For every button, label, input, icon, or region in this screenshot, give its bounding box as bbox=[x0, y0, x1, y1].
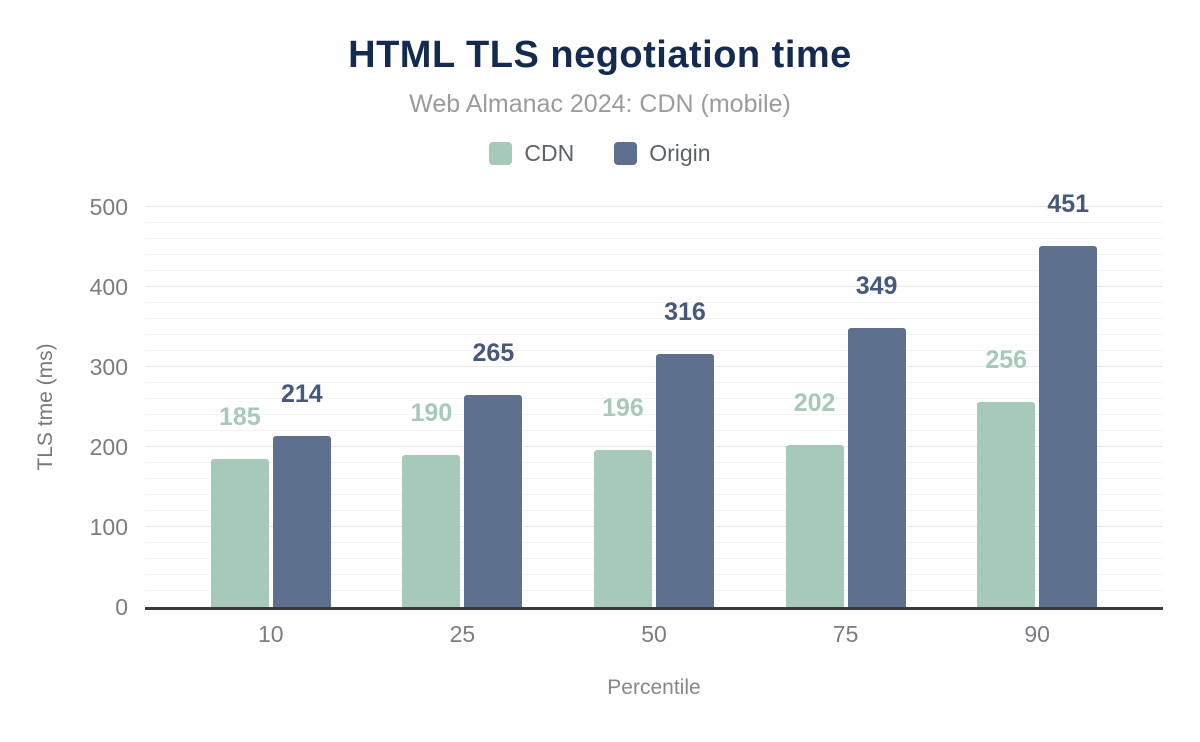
x-axis-ticks: 10 25 50 75 90 bbox=[145, 621, 1163, 648]
bar-value-label: 214 bbox=[280, 380, 323, 408]
x-tick-label: 50 bbox=[641, 621, 667, 647]
gridline-minor bbox=[145, 350, 1163, 351]
bar-origin[interactable] bbox=[1039, 246, 1098, 607]
legend-item-origin[interactable]: Origin bbox=[614, 140, 711, 167]
bar-column-origin: 451 bbox=[1039, 190, 1098, 607]
gridline-minor bbox=[145, 270, 1163, 271]
bar-column-origin: 265 bbox=[464, 339, 523, 607]
bar-column-cdn: 185 bbox=[210, 403, 269, 607]
gridline-minor bbox=[145, 542, 1163, 543]
x-axis-title: Percentile bbox=[607, 676, 701, 699]
bar-value-label: 349 bbox=[855, 272, 898, 300]
bar-origin[interactable] bbox=[272, 436, 331, 607]
gridline-minor bbox=[145, 254, 1163, 255]
gridline-minor bbox=[145, 478, 1163, 479]
bar-groups: 185 214 190 265 196 316 202 349 256 451 bbox=[145, 192, 1163, 607]
bar-value-label: 265 bbox=[472, 339, 515, 367]
gridline-major bbox=[145, 206, 1163, 207]
x-tick-label: 25 bbox=[449, 621, 476, 647]
gridline-minor bbox=[145, 510, 1163, 511]
plot-area: 0 100 200 300 400 500 185 214 190 265 196 316 202 34… bbox=[90, 192, 1163, 647]
bar-column-cdn: 256 bbox=[977, 346, 1036, 607]
gridline-major bbox=[145, 286, 1163, 287]
gridline-minor bbox=[145, 238, 1163, 239]
gridline-minor bbox=[145, 222, 1163, 223]
legend-item-cdn[interactable]: CDN bbox=[489, 140, 574, 167]
y-tick-label: 100 bbox=[89, 514, 128, 540]
bar-group-90: 256 451 bbox=[941, 192, 1133, 607]
y-tick-label: 0 bbox=[115, 594, 128, 620]
gridline-minor bbox=[145, 494, 1163, 495]
bar-cdn[interactable] bbox=[402, 455, 461, 607]
bar-column-origin: 349 bbox=[847, 272, 906, 607]
bar-value-label: 185 bbox=[218, 403, 261, 431]
bar-column-origin: 214 bbox=[272, 380, 331, 607]
chart-subtitle: Web Almanac 2024: CDN (mobile) bbox=[409, 90, 791, 118]
bar-group-75: 202 349 bbox=[750, 207, 942, 607]
legend-label: Origin bbox=[649, 140, 711, 166]
bar-column-cdn: 202 bbox=[785, 389, 844, 607]
gridline-minor bbox=[145, 462, 1163, 463]
gridline-minor bbox=[145, 398, 1163, 399]
x-tick-label: 75 bbox=[832, 621, 859, 647]
bar-column-origin: 316 bbox=[655, 298, 714, 607]
legend-swatch-icon bbox=[614, 142, 638, 165]
gridline-minor bbox=[145, 574, 1163, 575]
gridline-major bbox=[145, 366, 1163, 367]
bar-value-label: 256 bbox=[985, 346, 1028, 374]
legend: CDN Origin bbox=[0, 140, 1200, 167]
bar-origin[interactable] bbox=[464, 395, 523, 607]
bar-group-25: 190 265 bbox=[367, 207, 559, 607]
gridline-minor bbox=[145, 590, 1163, 591]
y-tick-label: 500 bbox=[89, 194, 128, 220]
bar-value-label: 196 bbox=[602, 394, 644, 422]
gridline-minor bbox=[145, 302, 1163, 303]
gridline-minor bbox=[145, 430, 1163, 431]
bar-group-50: 196 316 bbox=[558, 207, 750, 607]
gridline-minor bbox=[145, 414, 1163, 415]
bar-value-label: 451 bbox=[1047, 190, 1090, 218]
gridline-major bbox=[145, 446, 1163, 447]
bar-cdn[interactable] bbox=[210, 459, 269, 607]
bar-origin[interactable] bbox=[655, 354, 714, 607]
y-tick-label: 300 bbox=[89, 354, 128, 380]
y-tick-label: 400 bbox=[89, 274, 128, 300]
bar-group-10: 185 214 bbox=[175, 207, 367, 607]
bar-origin[interactable] bbox=[847, 328, 906, 607]
bar-value-label: 316 bbox=[664, 298, 706, 326]
gridline-minor bbox=[145, 382, 1163, 383]
legend-label: CDN bbox=[524, 140, 575, 166]
gridline-minor bbox=[145, 558, 1163, 559]
bar-value-label: 202 bbox=[793, 389, 836, 417]
chart-title: HTML TLS negotiation time bbox=[348, 34, 852, 76]
bar-cdn[interactable] bbox=[593, 450, 652, 607]
x-tick-label: 90 bbox=[1024, 621, 1050, 647]
gridline-major bbox=[145, 526, 1163, 527]
bar-column-cdn: 190 bbox=[402, 399, 461, 607]
y-tick-label: 200 bbox=[89, 434, 128, 460]
gridline-minor bbox=[145, 318, 1163, 319]
bar-column-cdn: 196 bbox=[593, 394, 652, 607]
bar-cdn[interactable] bbox=[977, 402, 1036, 607]
bar-value-label: 190 bbox=[410, 399, 453, 427]
bar-cdn[interactable] bbox=[785, 445, 844, 607]
x-tick-label: 10 bbox=[258, 621, 284, 647]
legend-swatch-icon bbox=[489, 142, 513, 165]
gridline-minor bbox=[145, 334, 1163, 335]
